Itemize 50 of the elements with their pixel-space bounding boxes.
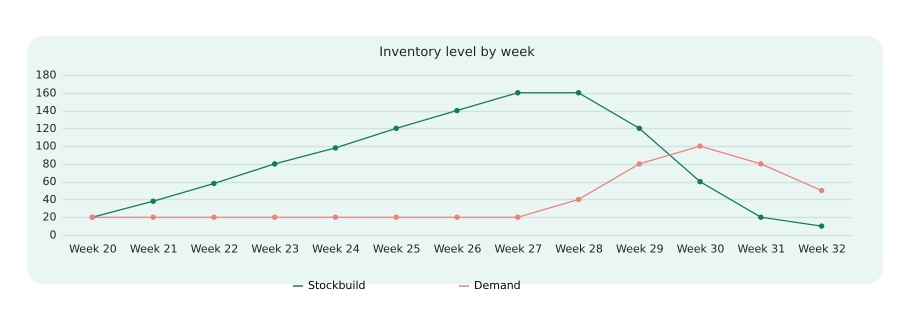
y-tick-label: 140: [36, 104, 56, 118]
point: [332, 145, 338, 151]
point: [758, 161, 764, 167]
point: [211, 180, 217, 186]
x-tick-label: Week 25: [372, 242, 421, 256]
y-tick-label: 120: [36, 122, 56, 135]
legend-label: Demand: [474, 279, 521, 292]
point: [818, 188, 824, 194]
x-tick-label: Week 29: [616, 242, 664, 256]
point: [393, 126, 399, 132]
point: [515, 214, 521, 220]
y-tick-label: 180: [36, 68, 56, 82]
point: [515, 90, 521, 96]
y-tick-label: 80: [42, 157, 56, 170]
x-tick-label: Week 30: [676, 242, 724, 256]
point: [818, 223, 824, 229]
x-tick-label: Week 20: [69, 242, 117, 256]
x-tick-label: Week 24: [312, 242, 360, 256]
point: [332, 214, 338, 220]
y-tick-label: 100: [36, 140, 56, 153]
point: [697, 143, 703, 149]
point: [636, 161, 642, 167]
y-tick-label: 60: [42, 175, 56, 188]
x-tick-label: Week 31: [738, 242, 786, 256]
point: [272, 214, 278, 220]
y-tick-label: 20: [42, 210, 56, 224]
point: [576, 90, 582, 96]
point: [576, 196, 582, 202]
x-tick-label: Week 26: [434, 242, 482, 256]
x-tick-label: Week 21: [130, 242, 178, 256]
point: [758, 214, 764, 220]
point: [150, 198, 156, 204]
point: [697, 178, 703, 184]
point: [211, 214, 217, 220]
chart-title: Inventory level by week: [379, 45, 536, 60]
point: [272, 161, 278, 167]
point: [454, 214, 460, 220]
y-tick-label: 0: [50, 228, 56, 242]
point: [454, 108, 460, 114]
x-tick-label: Week 23: [251, 242, 300, 256]
legend-label: Stockbuild: [308, 279, 366, 292]
x-tick-label: Week 27: [494, 242, 542, 256]
y-tick-label: 40: [42, 192, 56, 206]
x-tick-label: Week 32: [798, 242, 846, 256]
point: [150, 214, 156, 220]
x-tick-label: Week 22: [190, 242, 238, 256]
x-tick-label: Week 28: [555, 242, 603, 256]
y-tick-label: 160: [36, 86, 56, 100]
point: [636, 126, 642, 132]
point: [393, 214, 399, 220]
